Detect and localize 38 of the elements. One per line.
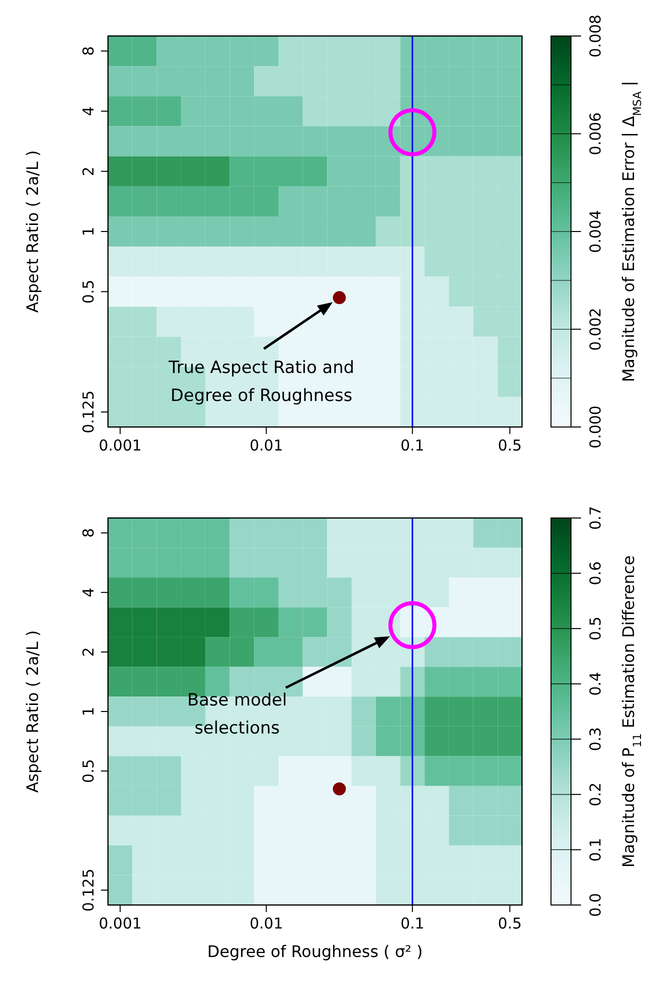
x-tick-label: 0.1	[400, 436, 424, 455]
color-bar-label: 0.2	[586, 782, 604, 806]
x-tick-label: 0.001	[98, 914, 142, 933]
x-axis-title: Degree of Roughness ( σ² )	[207, 942, 423, 961]
y-tick-label: 8	[79, 46, 98, 56]
y-tick-label: 0.125	[79, 868, 98, 912]
y-tick-label: 8	[79, 528, 98, 538]
color-bar-label: 0.4	[586, 672, 604, 696]
color-bar-label: 0.7	[586, 506, 604, 530]
y-axis-title: Aspect Ratio ( 2a/L )	[23, 150, 42, 313]
x-tick-label: 0.01	[250, 436, 283, 455]
color-bar-label: 0.5	[586, 616, 604, 640]
color-bar-label: 0.000	[586, 406, 604, 448]
color-bar-label: 0.006	[586, 112, 604, 156]
color-bar-label: 0.002	[586, 308, 604, 351]
y-tick-label: 4	[79, 588, 98, 598]
y-tick-label: 0.125	[79, 390, 98, 434]
x-tick-label: 0.001	[98, 436, 142, 455]
y-tick-label: 2	[79, 647, 98, 657]
x-tick-label: 0.5	[498, 914, 522, 933]
color-bar-label: 0.008	[586, 14, 604, 58]
annotation: Base model selections	[187, 690, 287, 739]
y-tick-label: 2	[79, 166, 98, 176]
y-tick-label: 1	[79, 226, 98, 236]
x-tick-label: 0.01	[250, 914, 283, 933]
color-bar-label: 0.0	[586, 893, 604, 917]
y-tick-label: 0.5	[79, 280, 98, 304]
y-tick-label: 1	[79, 706, 98, 716]
color-bar-label: 0.3	[586, 727, 604, 752]
annotation: True Aspect Ratio and Degree of Roughness	[168, 358, 354, 406]
y-axis-title: Aspect Ratio ( 2a/L )	[23, 630, 42, 793]
color-bar-label: 0.6	[586, 561, 604, 586]
y-tick-label: 0.5	[79, 759, 98, 783]
x-tick-label: 0.5	[498, 436, 522, 455]
y-tick-label: 4	[79, 106, 98, 116]
color-bar-label: 0.1	[586, 838, 604, 862]
color-bar-label: 0.004	[586, 210, 604, 253]
x-tick-label: 0.1	[400, 914, 424, 933]
